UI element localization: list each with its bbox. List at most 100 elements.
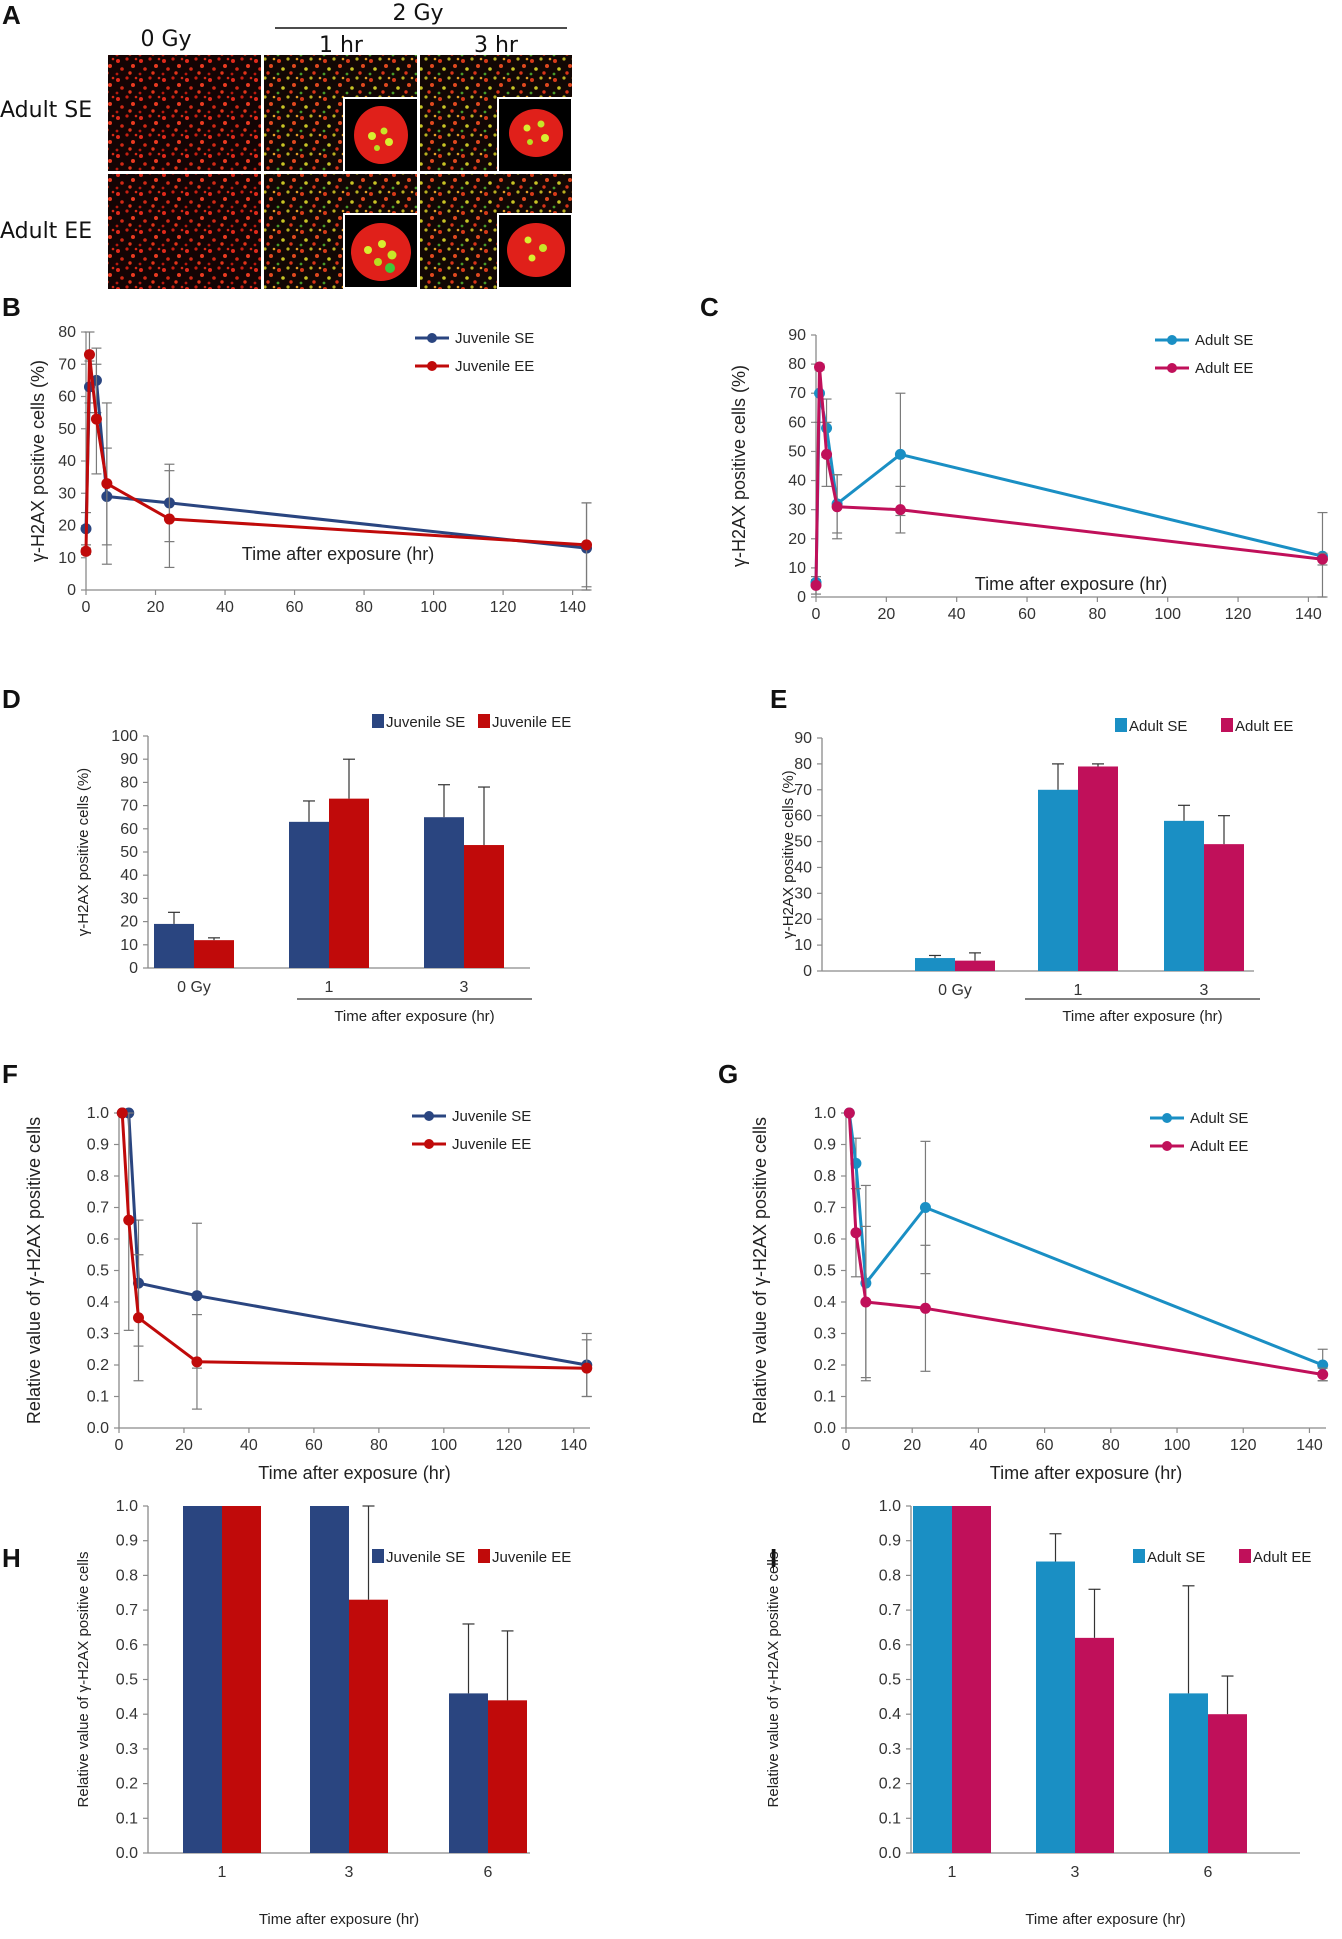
panel-letter-h: H — [2, 1543, 21, 1573]
legend-marker-f — [424, 1139, 434, 1149]
x-tick-label-c: 140 — [1295, 606, 1322, 623]
y-tick-label-i: 0.8 — [879, 1567, 901, 1584]
legend-label-d: Juvenile EE — [492, 714, 571, 731]
data-point-c-2 — [894, 504, 906, 516]
row-label-adult-ee: Adult EE — [0, 219, 92, 244]
bar-i-2 — [1075, 1637, 1114, 1853]
x-tick-label-b: 60 — [286, 599, 304, 616]
y-tick-label-i: 0.9 — [879, 1533, 901, 1550]
micrograph-grid — [108, 55, 573, 289]
inset-nucleus-se-1hr — [343, 97, 419, 173]
legend-marker-b — [427, 333, 437, 343]
x-tick-label-c: 120 — [1225, 606, 1252, 623]
x-axis-title-h: Time after exposure (hr) — [259, 1911, 419, 1928]
bar-i-2 — [952, 1506, 991, 1853]
y-tick-label-f: 0.5 — [87, 1263, 109, 1280]
y-tick-label-b: 70 — [58, 356, 76, 373]
data-point-c-2 — [814, 361, 826, 373]
legend-marker-c — [1167, 363, 1177, 373]
panel-letter-a: A — [2, 0, 21, 30]
x-tick-label-b: 80 — [355, 599, 373, 616]
series-line-b-2 — [84, 353, 587, 552]
data-point-g-2 — [860, 1296, 872, 1308]
data-point-f-2 — [123, 1214, 135, 1226]
y-tick-label-d: 90 — [120, 751, 138, 768]
legend-label-e: Adult EE — [1235, 718, 1293, 735]
column-label-1hr: 1 hr — [319, 33, 364, 58]
x-tick-label-b: 20 — [147, 599, 165, 616]
legend-swatch-h — [372, 1549, 384, 1563]
legend-label-f: Juvenile SE — [452, 1108, 531, 1125]
data-point-f-1 — [191, 1290, 203, 1302]
x-axis-title-d: Time after exposure (hr) — [334, 1008, 494, 1025]
bar-h-1 — [310, 1506, 349, 1853]
y-tick-label-i: 0.6 — [879, 1637, 901, 1654]
bar-i-2 — [1208, 1714, 1247, 1853]
y-tick-label-b: 60 — [58, 389, 76, 406]
x-tick-label-f: 60 — [305, 1437, 323, 1454]
legend-marker-b — [427, 361, 437, 371]
inset-nucleus-ee-3hr — [497, 213, 573, 289]
column-label-0gy: 0 Gy — [140, 27, 191, 52]
x-tick-label-b: 140 — [559, 599, 586, 616]
chart-e-adult-bar: 0 10 20 30 40 50 60 70 80 90 γ-H2AX positive cells… — [780, 718, 1293, 1025]
y-tick-label-d: 100 — [111, 728, 138, 745]
y-tick-label-d: 70 — [120, 798, 138, 815]
y-tick-label-g: 0.3 — [814, 1326, 836, 1343]
legend-label-g: Adult EE — [1190, 1138, 1248, 1155]
x-tick-label-g: 120 — [1230, 1437, 1257, 1454]
x-tick-label-f: 100 — [430, 1437, 457, 1454]
x-tick-label-g: 20 — [903, 1437, 921, 1454]
y-tick-label-b: 80 — [58, 324, 76, 341]
y-tick-label-f: 0.8 — [87, 1168, 109, 1185]
bar-i-1 — [913, 1506, 952, 1853]
y-tick-label-d: 10 — [120, 937, 138, 954]
bar-h-1 — [183, 1506, 222, 1853]
x-tick-label-c: 0 — [812, 606, 821, 623]
y-tick-label-c: 70 — [788, 385, 806, 402]
dose-label: 2 Gy — [392, 1, 443, 26]
y-tick-label-d: 30 — [120, 890, 138, 907]
y-tick-label-e: 60 — [794, 808, 812, 825]
y-tick-label-i: 0.1 — [879, 1810, 901, 1827]
y-tick-label-b: 20 — [58, 518, 76, 535]
y-tick-label-g: 0.8 — [814, 1168, 836, 1185]
legend-swatch-d — [478, 714, 490, 728]
panel-letter-d: D — [2, 684, 21, 714]
y-tick-label-b: 30 — [58, 485, 76, 502]
y-tick-label-d: 0 — [129, 960, 138, 977]
data-point-c-2 — [821, 448, 833, 460]
legend-marker-g — [1162, 1113, 1172, 1123]
category-label-e: 3 — [1200, 982, 1209, 999]
x-tick-label-b: 120 — [490, 599, 517, 616]
y-tick-label-i: 0.7 — [879, 1602, 901, 1619]
category-label-e: 1 — [1074, 982, 1083, 999]
y-tick-label-e: 20 — [794, 911, 812, 928]
x-tick-label-g: 40 — [970, 1437, 988, 1454]
x-tick-label-f: 0 — [115, 1437, 124, 1454]
y-tick-label-c: 30 — [788, 502, 806, 519]
x-tick-label-g: 0 — [842, 1437, 851, 1454]
y-tick-label-f: 1.0 — [87, 1105, 109, 1122]
chart-b-juvenile-line: 0 10 20 30 40 50 60 70 80 γ-H2AX positive cells (… — [28, 324, 593, 616]
y-tick-label-g: 0.1 — [814, 1389, 836, 1406]
y-tick-label-h: 0.6 — [116, 1637, 138, 1654]
legend-swatch-h — [478, 1549, 490, 1563]
y-tick-label-i: 0.0 — [879, 1845, 901, 1862]
x-tick-label-f: 120 — [495, 1437, 522, 1454]
legend-label-i: Adult SE — [1147, 1549, 1205, 1566]
data-point-f-2 — [132, 1312, 144, 1324]
category-label-h: 6 — [484, 1864, 493, 1881]
y-tick-label-g: 0.9 — [814, 1137, 836, 1154]
legend-label-c: Adult SE — [1195, 332, 1253, 349]
x-tick-label-b: 0 — [82, 599, 91, 616]
y-tick-label-e: 90 — [794, 730, 812, 747]
data-point-b-2 — [83, 349, 95, 361]
y-tick-label-d: 60 — [120, 821, 138, 838]
bar-e-2 — [955, 960, 995, 971]
bar-i-1 — [1169, 1693, 1208, 1853]
row-label-adult-se: Adult SE — [0, 98, 92, 123]
data-point-f-2 — [191, 1356, 203, 1368]
series-line-g-1 — [847, 1112, 1324, 1367]
chart-d-juvenile-bar: 0 10 20 30 40 50 60 70 80 90 100 γ-H2AX positive ce… — [75, 714, 571, 1025]
